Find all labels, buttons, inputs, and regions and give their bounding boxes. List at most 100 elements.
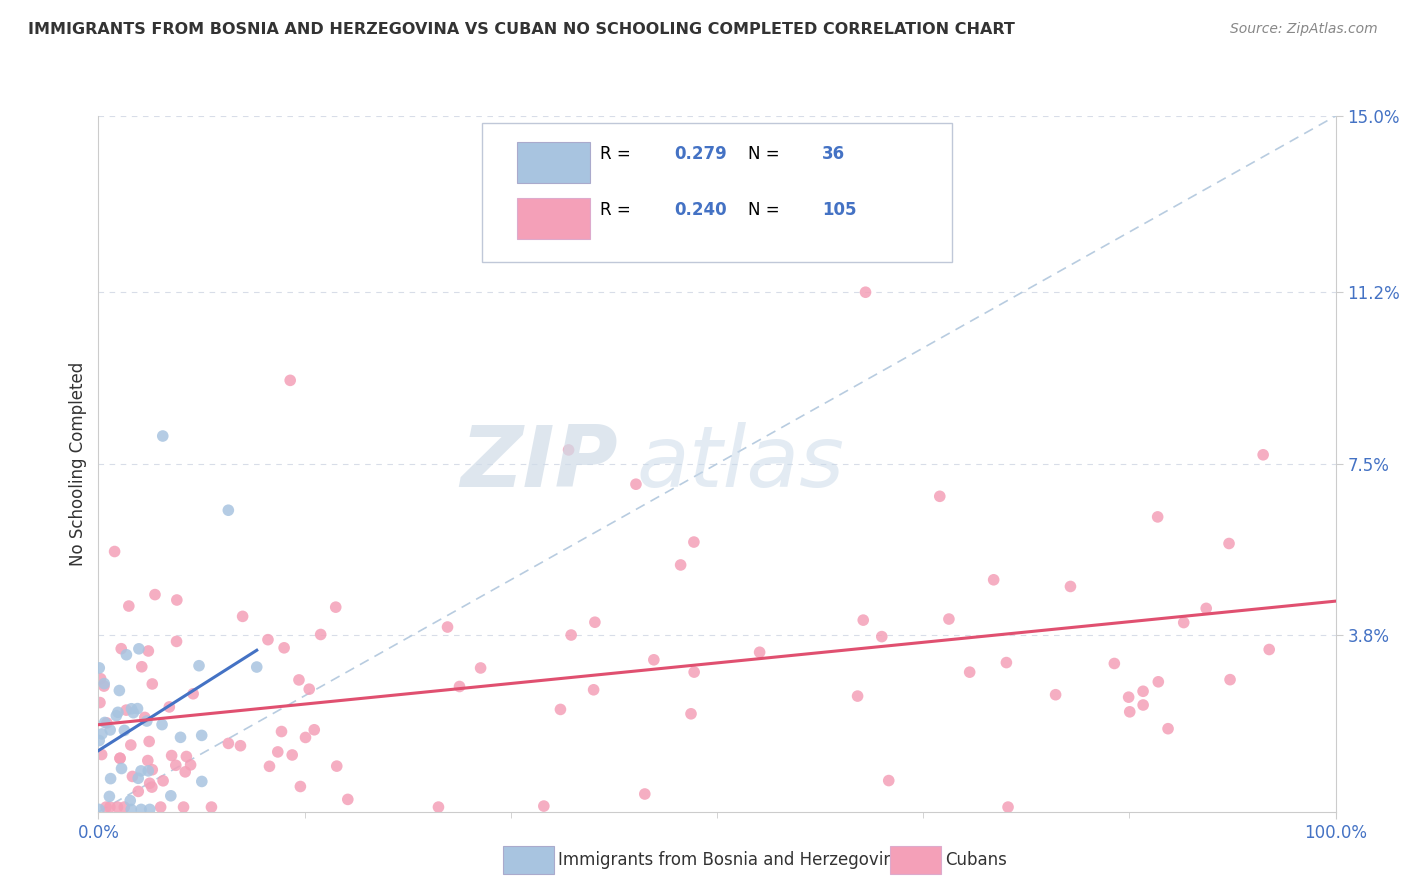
Point — [852, 613, 875, 627]
Point — [1118, 690, 1140, 705]
Point — [290, 780, 312, 794]
Point — [165, 758, 187, 772]
Point — [98, 800, 121, 814]
Point — [89, 661, 111, 675]
Point — [246, 660, 269, 674]
Point — [877, 773, 900, 788]
Point — [325, 600, 347, 615]
Point — [270, 724, 292, 739]
Point — [121, 769, 143, 783]
Point — [141, 677, 163, 691]
Point — [229, 739, 252, 753]
Point — [634, 787, 657, 801]
Point — [995, 656, 1018, 670]
Point — [267, 745, 290, 759]
Point — [127, 784, 149, 798]
Point — [188, 658, 211, 673]
Point — [582, 682, 605, 697]
Point — [298, 682, 321, 697]
Point — [1219, 673, 1241, 687]
Point — [141, 780, 163, 794]
Point — [110, 762, 132, 776]
Point — [560, 628, 582, 642]
Point — [141, 763, 163, 777]
Point — [669, 558, 692, 572]
Point — [336, 792, 359, 806]
Point — [94, 800, 117, 814]
Text: 0.279: 0.279 — [673, 145, 727, 163]
Point — [138, 644, 160, 658]
Point — [110, 641, 132, 656]
Point — [1147, 674, 1170, 689]
Point — [1132, 698, 1154, 712]
Point — [748, 645, 770, 659]
Point — [131, 659, 153, 673]
Point — [152, 429, 174, 443]
Point — [93, 715, 115, 730]
Point — [624, 477, 647, 491]
Point — [108, 683, 131, 698]
Point — [181, 687, 204, 701]
Text: Cubans: Cubans — [945, 851, 1007, 869]
Point — [136, 764, 159, 778]
Point — [1104, 657, 1126, 671]
Point — [1045, 688, 1067, 702]
Text: 36: 36 — [823, 145, 845, 163]
FancyBboxPatch shape — [516, 143, 589, 184]
Point — [278, 373, 301, 387]
Point — [427, 800, 450, 814]
Point — [470, 661, 492, 675]
Point — [159, 789, 181, 803]
Point — [134, 710, 156, 724]
Point — [232, 609, 254, 624]
Point — [115, 703, 138, 717]
Point — [1157, 722, 1180, 736]
Point — [281, 747, 304, 762]
Text: atlas: atlas — [637, 422, 845, 506]
Point — [533, 799, 555, 814]
Point — [1119, 705, 1142, 719]
Point — [557, 442, 579, 457]
Point — [100, 772, 122, 786]
Point — [118, 599, 141, 613]
Point — [1195, 601, 1218, 615]
Point — [191, 774, 214, 789]
Text: IMMIGRANTS FROM BOSNIA AND HERZEGOVINA VS CUBAN NO SCHOOLING COMPLETED CORRELATI: IMMIGRANTS FROM BOSNIA AND HERZEGOVINA V… — [28, 22, 1015, 37]
Point — [166, 593, 188, 607]
Point — [683, 535, 706, 549]
Point — [257, 632, 280, 647]
Point — [138, 776, 160, 790]
Point — [169, 731, 191, 745]
Point — [959, 665, 981, 680]
Point — [683, 665, 706, 679]
Point — [108, 751, 131, 765]
Point — [200, 800, 222, 814]
Point — [217, 736, 239, 750]
Text: Immigrants from Bosnia and Herzegovina: Immigrants from Bosnia and Herzegovina — [558, 851, 904, 869]
FancyBboxPatch shape — [516, 198, 589, 239]
Point — [1258, 642, 1281, 657]
Point — [112, 723, 135, 738]
Point — [288, 673, 311, 687]
Point — [120, 794, 142, 808]
Point — [128, 641, 150, 656]
Point — [129, 764, 152, 778]
Point — [120, 738, 142, 752]
Point — [1132, 684, 1154, 698]
Point — [983, 573, 1005, 587]
Point — [166, 634, 188, 648]
Text: Source: ZipAtlas.com: Source: ZipAtlas.com — [1230, 22, 1378, 37]
Point — [190, 728, 212, 742]
Y-axis label: No Schooling Completed: No Schooling Completed — [69, 362, 87, 566]
Point — [928, 489, 950, 503]
Text: R =: R = — [599, 145, 636, 163]
Point — [107, 706, 129, 720]
Point — [93, 679, 115, 693]
Point — [143, 588, 166, 602]
Point — [138, 734, 160, 748]
Point — [98, 789, 121, 804]
Point — [139, 802, 162, 816]
Point — [855, 285, 877, 300]
Point — [115, 648, 138, 662]
Point — [436, 620, 458, 634]
